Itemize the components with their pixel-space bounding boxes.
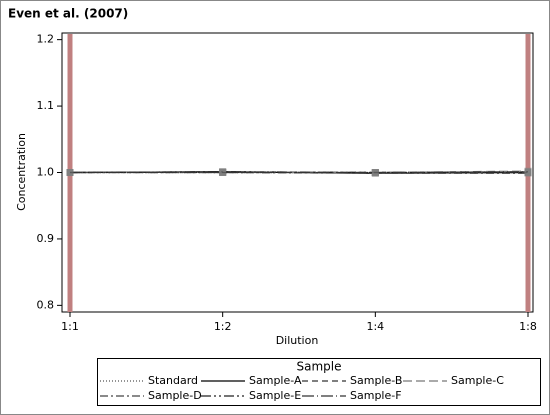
x-axis-label: Dilution (276, 334, 319, 347)
legend-label: Sample-D (148, 389, 202, 402)
series-line (70, 171, 529, 174)
legend-label: Sample-F (350, 389, 402, 402)
marker (524, 168, 532, 176)
x-tick-label: 1:8 (519, 320, 537, 333)
marker (219, 169, 227, 176)
y-tick-label: 0.9 (37, 232, 55, 245)
y-axis-label: Concentration (15, 133, 28, 211)
legend-title: Sample (297, 360, 342, 374)
x-tick-label: 1:2 (214, 320, 232, 333)
y-tick-label: 1.2 (37, 33, 55, 46)
x-tick-label: 1:4 (366, 320, 384, 333)
x-tick-label: 1:1 (61, 320, 79, 333)
legend-label: Standard (148, 374, 198, 387)
legend-label: Sample-A (249, 374, 302, 387)
legend (97, 358, 541, 406)
y-tick-label: 1.1 (37, 99, 55, 112)
legend-label: Sample-C (451, 374, 504, 387)
legend-label: Sample-B (350, 374, 402, 387)
legend-label: Sample-E (249, 389, 301, 402)
y-tick-label: 0.8 (37, 298, 55, 311)
chart-title: Even et al. (2007) (8, 7, 128, 21)
y-tick-label: 1.0 (37, 166, 55, 179)
marker (371, 169, 379, 176)
marker (66, 169, 74, 176)
